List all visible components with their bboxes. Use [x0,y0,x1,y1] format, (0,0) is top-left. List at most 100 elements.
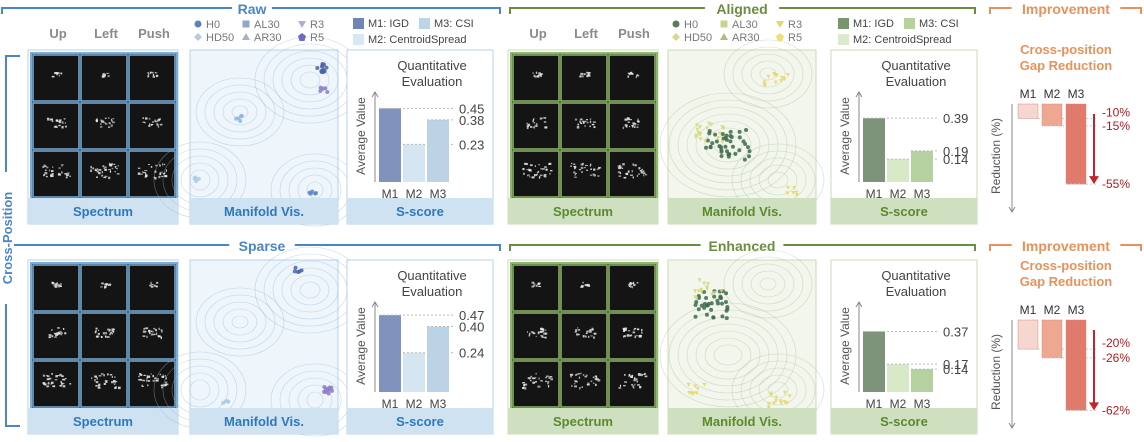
spectrum-panel: Spectrum [507,259,659,435]
spectrum-speck [142,172,146,174]
spectrum-speck [46,166,49,169]
spectrum-speck [146,335,148,339]
spectrum-speck [47,381,50,385]
spectrum-speck [523,162,526,165]
spectrum-label-band [28,408,178,434]
spectrum-speck [108,284,112,286]
data-point [744,127,749,132]
spectrum-speck [571,373,574,376]
spectrum-speck [637,384,640,386]
spectrum-speck [148,164,150,166]
spectrum-speck [542,328,545,331]
data-point [698,125,703,130]
data-point [725,307,730,312]
spectrum-speck [105,380,108,383]
spectrum-speck [161,175,164,177]
spectrum-speck [147,375,151,378]
spectrum-speck [56,282,58,285]
legend-label: R5 [788,32,802,44]
spectrum-speck [43,174,45,177]
spectrum-speck [105,335,107,338]
spectrum-speck [145,327,149,330]
bar-m1 [379,108,401,182]
bar-category-label: M1 [1020,87,1037,101]
spectrum-speck [158,175,161,179]
y-axis-arrow [371,301,379,308]
bar-m2 [403,144,425,182]
spectrum-speck [592,382,595,384]
spectrum-speck [577,333,580,336]
spectrum-speck [534,124,538,127]
spectrum-speck [64,122,66,124]
spectrum-speck [522,386,525,390]
contour-line [732,256,804,312]
spectrum-speck [541,330,544,333]
spectrum-speck [622,329,626,333]
spectrum-speck [50,170,54,172]
spectrum-speck [633,329,635,331]
spectrum-speck [53,282,55,284]
spectrum-speck [111,120,113,122]
spectrum-speck [581,285,584,288]
spectrum-speck [632,281,635,284]
spectrum-speck [139,373,143,376]
spectrum-speck [533,122,536,124]
spectrum-speck [593,336,595,339]
spectrum-speck [142,117,144,119]
data-point [719,154,724,159]
spectrum-speck [626,117,630,119]
legend-metric-label: M3: CSI [919,18,959,30]
spectrum-speck [593,126,596,129]
sscore-label: S-score [880,204,928,219]
data-point [318,88,323,93]
contour-line [213,91,267,133]
spectrum-cell [80,54,128,102]
spectrum-speck [577,327,579,329]
manifold-frame [667,49,817,225]
bar-category-label: M3 [1068,303,1085,317]
spectrum-speck [589,328,592,332]
spectrum-speck [581,120,585,122]
data-point [779,78,784,83]
data-point [691,392,696,397]
data-point [697,132,702,137]
spectrum-speck [530,375,533,378]
spectrum-speck [98,375,102,377]
spectrum-speck [574,176,577,178]
spectrum-speck [154,72,157,74]
spectrum-speck [549,170,553,172]
spectrum-speck [112,330,115,333]
manifold-label-band [668,198,816,224]
data-point [737,148,742,153]
spectrum-speck [531,285,534,288]
data-point [239,113,244,118]
spectrum-speck [581,386,583,388]
legend-metric-label: M1: IGD [853,18,894,30]
spectrum-speck [50,118,53,121]
spectrum-speck [48,336,51,339]
spectrum-label-band [508,198,658,224]
spectrum-speck [644,372,646,375]
spectrum-speck [549,376,553,378]
spectrum-speck [640,374,644,377]
data-point [784,401,789,406]
spectrum-speck [537,331,540,335]
spectrum-speck [152,73,155,77]
spectrum-speck [58,285,62,288]
spectrum-speck [100,126,103,128]
spectrum-speck [48,334,52,337]
spectrum-speck [584,335,587,337]
spectrum-speck [541,117,543,120]
spectrum-speck [159,164,161,167]
spectrum-speck [617,171,621,173]
data-point [718,295,723,300]
bar-category-label: M2 [890,397,907,411]
legend-label: AL30 [254,19,280,31]
data-point [710,292,715,297]
spectrum-speck [630,285,632,288]
spectrum-speck [584,124,586,128]
bar-value-label: 0.24 [459,346,484,361]
spectrum-speck [632,125,634,128]
contour-line [741,53,795,95]
bar-category-label: M3 [914,397,931,411]
